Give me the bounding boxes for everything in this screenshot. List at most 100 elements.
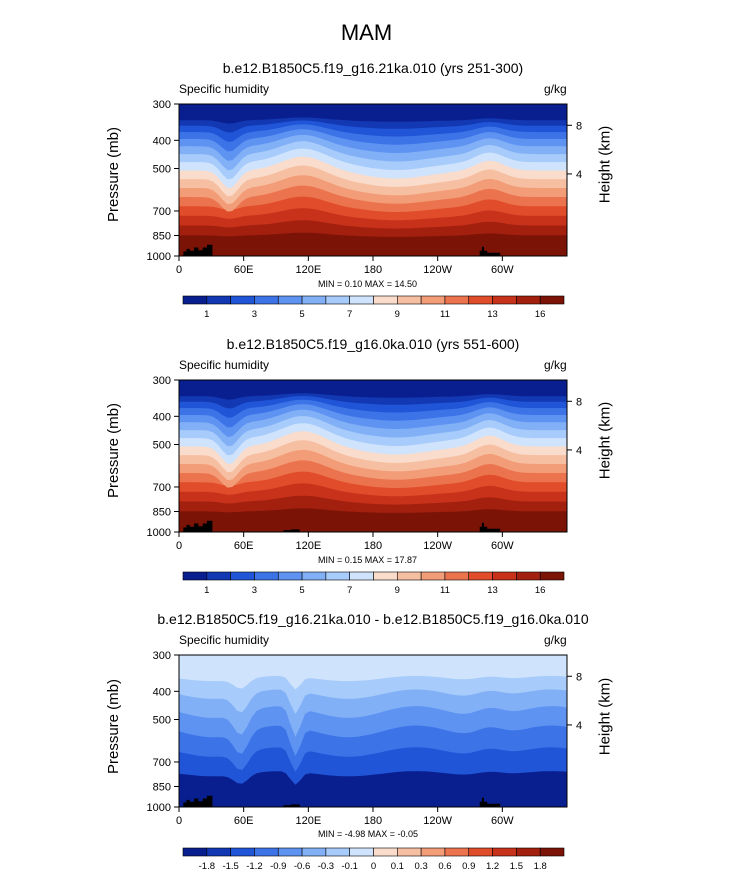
panel-3-terrain-andes <box>479 797 501 807</box>
panel-1-ytick-label: 1000 <box>147 251 171 263</box>
panel-3-colorbar-box <box>182 847 208 857</box>
panel-1-xtick-label: 120W <box>423 264 452 276</box>
panel-2-colorbar-label: 9 <box>395 585 400 596</box>
panel-3-ytick-label: 850 <box>153 781 171 793</box>
panel-2-ytick-label: 850 <box>153 506 171 518</box>
panel-3-colorbar-label: 0.6 <box>438 861 451 872</box>
panel-1-colorbar-label: 16 <box>535 309 546 320</box>
panel-2-xtick-label: 120W <box>423 540 452 552</box>
panel-2-colorbar-box <box>539 571 565 581</box>
panel-2-terrain-islands <box>283 529 300 532</box>
panel-3-colorbar-label: 1.8 <box>534 861 547 872</box>
panel-1-colorbar-box <box>516 295 541 305</box>
panel-3-colorbar-box <box>349 847 374 857</box>
panel-3-colorbar-label: -1.5 <box>222 861 238 872</box>
figure-title: MAM <box>340 20 393 45</box>
panel-3-colorbar-label: -0.3 <box>318 861 334 872</box>
panel-1-ytick-label: 850 <box>153 230 171 242</box>
panel-2-colorbar-label: 3 <box>252 585 257 596</box>
panel-3-colorbar-box <box>230 847 255 857</box>
panel-1-colorbar-box <box>301 295 327 305</box>
panel-2-colorbar-box <box>397 571 422 581</box>
panel-2-variable-label: Specific humidity <box>179 358 270 372</box>
panel-3-colorbar-box <box>468 847 493 857</box>
panel-2-ytick-label: 400 <box>153 411 171 423</box>
panel-3-colorbar-box <box>492 847 517 857</box>
panel-1-colorbar-label: 3 <box>252 309 257 320</box>
panel-2-colorbar-box <box>349 571 374 581</box>
panel-3-ytick-label: 700 <box>153 757 171 769</box>
panel-2-xtick-label: 120E <box>295 540 321 552</box>
panel-2-ytick-label: 500 <box>153 439 171 451</box>
panel-3-ytick-label: 300 <box>153 650 171 662</box>
panel-3-colorbar-label: -1.2 <box>246 861 262 872</box>
panel-1-ytick-label: 300 <box>153 99 171 111</box>
panel-3-colorbar-label: -0.1 <box>342 861 358 872</box>
panel-2-ytick-label: 1000 <box>147 527 171 539</box>
panel-3-colorbar-box <box>420 847 446 857</box>
panel-1-colorbar-box <box>492 295 517 305</box>
panel-2-colorbar-box <box>516 571 541 581</box>
panel-1-colorbar-box <box>397 295 422 305</box>
panel-3-colorbar-box <box>397 847 422 857</box>
panel-3-xtick-label: 120W <box>423 815 452 827</box>
panel-3-xtick-label: 180 <box>364 815 382 827</box>
panel-3-colorbar-box <box>539 847 565 857</box>
panel-2-colorbar-label: 5 <box>299 585 304 596</box>
panel-3-colorbar-label: 1.2 <box>486 861 499 872</box>
panel-2-units-label: g/kg <box>544 358 567 372</box>
panel-3-y2tick-label: 8 <box>576 671 582 683</box>
panel-2-colorbar-label: 13 <box>487 585 498 596</box>
panel-1-colorbar-box <box>182 295 208 305</box>
panel-2-terrain-africa <box>179 520 217 532</box>
panel-3-colorbar-box <box>206 847 231 857</box>
panel-3-ytick-label: 1000 <box>147 802 171 814</box>
panel-2-y2tick-label: 8 <box>576 396 582 408</box>
panel-1-colorbar-label: 7 <box>347 309 352 320</box>
panel-3-colorbar-box <box>444 847 470 857</box>
panel-2-min-max: MIN = 0.15 MAX = 17.87 <box>318 555 418 565</box>
panel-1-ytick-label: 700 <box>153 206 171 218</box>
panel-1-colorbar-box <box>206 295 231 305</box>
panel-1-colorbar-label: 1 <box>204 309 209 320</box>
panel-1-ytick-label: 400 <box>153 135 171 147</box>
panel-3-colorbar-label: -0.6 <box>294 861 310 872</box>
panel-1-ytick-label: 500 <box>153 163 171 175</box>
panel-2-colorbar-box <box>373 571 398 581</box>
panel-2-ytick-label: 700 <box>153 482 171 494</box>
panel-2-colorbar-box <box>182 571 208 581</box>
panel-1-colorbar-box <box>468 295 493 305</box>
panel-3-ytick-label: 500 <box>153 714 171 726</box>
panel-1-y2tick-label: 4 <box>576 169 582 181</box>
panel-3-colorbar-box <box>277 847 303 857</box>
panel-2-colorbar-box <box>420 571 446 581</box>
panel-2-colorbar-box <box>301 571 327 581</box>
panel-2-colorbar-box <box>206 571 231 581</box>
panel-3-terrain-africa <box>179 795 217 807</box>
panel-3-title: b.e12.B1850C5.f19_g16.21ka.010 - b.e12.B… <box>157 611 589 627</box>
panel-3-colorbar-label: -1.8 <box>199 861 215 872</box>
panel-3-contour-band <box>179 655 567 690</box>
panel-1-colorbar-box <box>539 295 565 305</box>
panel-2-xtick-label: 180 <box>364 540 382 552</box>
panel-3-colorbar-box <box>373 847 398 857</box>
panel-2-ytick-label: 300 <box>153 375 171 387</box>
panel-3-colorbar-label: 0 <box>371 861 376 872</box>
panel-3-colorbar-label: 0.9 <box>462 861 475 872</box>
panel-3-terrain-islands <box>283 804 300 807</box>
panel-2-colorbar-label: 7 <box>347 585 352 596</box>
panel-2-colorbar-box <box>468 571 493 581</box>
panel-1-colorbar-label: 5 <box>299 309 304 320</box>
panel-2-colorbar-box <box>325 571 350 581</box>
panel-2-contour-band <box>179 380 567 400</box>
panel-1-contour-band <box>179 104 567 124</box>
panel-1-colorbar-box <box>325 295 350 305</box>
panel-1-xtick-label: 0 <box>176 264 182 276</box>
panel-1-colorbar-box <box>254 295 279 305</box>
panel-2-terrain-andes <box>479 522 501 532</box>
panel-1-variable-label: Specific humidity <box>179 82 270 96</box>
panel-2-colorbar-box <box>492 571 517 581</box>
panel-2-colorbar-box <box>277 571 303 581</box>
panel-3-xtick-label: 60W <box>491 815 514 827</box>
panel-1-colorbar-label: 13 <box>487 309 498 320</box>
